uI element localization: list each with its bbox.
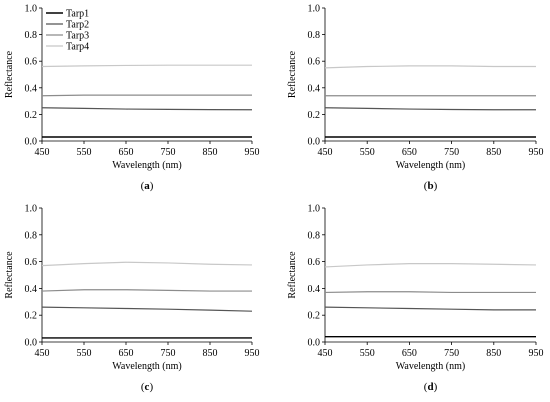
panel-label: (a) bbox=[141, 180, 154, 192]
x-axis-label: Wavelength (nm) bbox=[396, 361, 465, 372]
x-tick-label: 750 bbox=[444, 348, 459, 359]
y-tick-label: 0.2 bbox=[308, 110, 321, 121]
y-axis-label: Reflectance bbox=[4, 251, 15, 299]
x-tick-label: 450 bbox=[35, 147, 50, 158]
x-tick-label: 750 bbox=[161, 348, 176, 359]
panel-label: (d) bbox=[424, 381, 438, 393]
y-tick-label: 0.0 bbox=[25, 338, 38, 349]
y-tick-label: 0.8 bbox=[308, 30, 321, 41]
legend-entry: Tarp3 bbox=[66, 31, 89, 42]
y-tick-label: 1.0 bbox=[308, 204, 321, 215]
x-tick-label: 650 bbox=[119, 147, 134, 158]
y-tick-label: 0.4 bbox=[308, 83, 321, 94]
legend-entry: Tarp4 bbox=[66, 42, 89, 53]
x-tick-label: 650 bbox=[402, 147, 417, 158]
x-tick-label: 950 bbox=[245, 348, 260, 359]
chart-panel-3: 0.0 0.2 0.4 0.6 0.8 1.0 450 550 650 750 850 950 Wave… bbox=[4, 204, 260, 394]
y-tick-label: 1.0 bbox=[25, 204, 38, 215]
x-tick-label: 550 bbox=[360, 348, 375, 359]
x-tick-label: 450 bbox=[318, 147, 333, 158]
x-tick-label: 650 bbox=[119, 348, 134, 359]
x-tick-label: 950 bbox=[245, 147, 260, 158]
y-tick-label: 0.8 bbox=[25, 230, 38, 241]
x-tick-label: 450 bbox=[35, 348, 50, 359]
y-tick-label: 0.6 bbox=[25, 57, 38, 68]
legend-entry: Tarp1 bbox=[66, 9, 89, 20]
series-line-tarp3 bbox=[41, 289, 252, 292]
y-tick-label: 0.0 bbox=[25, 137, 38, 148]
x-tick-label: 550 bbox=[77, 348, 92, 359]
series-line-tarp2 bbox=[41, 107, 253, 111]
x-tick-label: 750 bbox=[161, 147, 176, 158]
x-tick-label: 850 bbox=[486, 147, 501, 158]
series-line-tarp2 bbox=[41, 306, 253, 312]
chart-panel-2: 0.0 0.2 0.4 0.6 0.8 1.0 450 550 650 750 850 950 Wave… bbox=[287, 4, 544, 193]
chart-panel-4: 0.0 0.2 0.4 0.6 0.8 1.0 450 550 650 750 850 950 Wave… bbox=[287, 204, 544, 394]
x-tick-label: 750 bbox=[444, 147, 459, 158]
x-axis-label: Wavelength (nm) bbox=[396, 160, 465, 171]
series-line-tarp3 bbox=[324, 291, 536, 294]
x-tick-label: 850 bbox=[203, 147, 218, 158]
series-line-tarp4 bbox=[324, 263, 537, 268]
legend-entry: Tarp2 bbox=[66, 20, 89, 31]
x-axis-label: Wavelength (nm) bbox=[112, 160, 181, 171]
y-tick-label: 0.0 bbox=[308, 137, 321, 148]
chart-panel-1: 0.0 0.2 0.4 0.6 0.8 1.0 450 550 650 750 850 950 Wave… bbox=[4, 4, 260, 193]
y-tick-label: 0.8 bbox=[25, 30, 38, 41]
x-tick-label: 550 bbox=[360, 147, 375, 158]
y-tick-label: 1.0 bbox=[308, 4, 321, 15]
series-line-tarp3 bbox=[41, 94, 252, 97]
y-tick-label: 0.2 bbox=[308, 311, 321, 322]
y-tick-label: 0.0 bbox=[308, 338, 321, 349]
y-tick-label: 0.4 bbox=[308, 284, 321, 295]
y-tick-label: 0.4 bbox=[25, 83, 38, 94]
y-axis-label: Reflectance bbox=[4, 50, 15, 98]
y-tick-label: 0.2 bbox=[25, 110, 38, 121]
y-tick-label: 0.6 bbox=[25, 257, 38, 268]
y-tick-label: 0.8 bbox=[308, 230, 321, 241]
x-tick-label: 550 bbox=[77, 147, 92, 158]
y-tick-label: 0.6 bbox=[308, 257, 321, 268]
series-line-tarp4 bbox=[41, 64, 252, 68]
series-line-tarp4 bbox=[324, 65, 536, 69]
series-line-tarp2 bbox=[324, 107, 536, 111]
y-axis-label: Reflectance bbox=[287, 251, 298, 299]
y-tick-label: 0.4 bbox=[25, 284, 38, 295]
x-tick-label: 850 bbox=[203, 348, 218, 359]
panel-label: (c) bbox=[141, 381, 154, 393]
panel-label: (b) bbox=[424, 180, 438, 192]
x-tick-label: 950 bbox=[529, 147, 544, 158]
x-tick-label: 650 bbox=[402, 348, 417, 359]
y-tick-label: 1.0 bbox=[25, 4, 38, 15]
x-tick-label: 950 bbox=[529, 348, 544, 359]
y-axis-label: Reflectance bbox=[287, 50, 298, 98]
y-tick-label: 0.2 bbox=[25, 311, 38, 322]
series-line-tarp2 bbox=[324, 306, 536, 311]
x-axis-label: Wavelength (nm) bbox=[112, 361, 181, 372]
series-line-tarp4 bbox=[41, 261, 253, 267]
y-tick-label: 0.6 bbox=[308, 57, 321, 68]
x-tick-label: 850 bbox=[486, 348, 501, 359]
x-tick-label: 450 bbox=[318, 348, 333, 359]
